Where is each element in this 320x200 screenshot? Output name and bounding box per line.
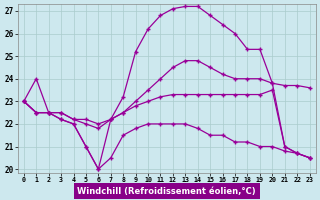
X-axis label: Windchill (Refroidissement éolien,°C): Windchill (Refroidissement éolien,°C) bbox=[77, 187, 256, 196]
